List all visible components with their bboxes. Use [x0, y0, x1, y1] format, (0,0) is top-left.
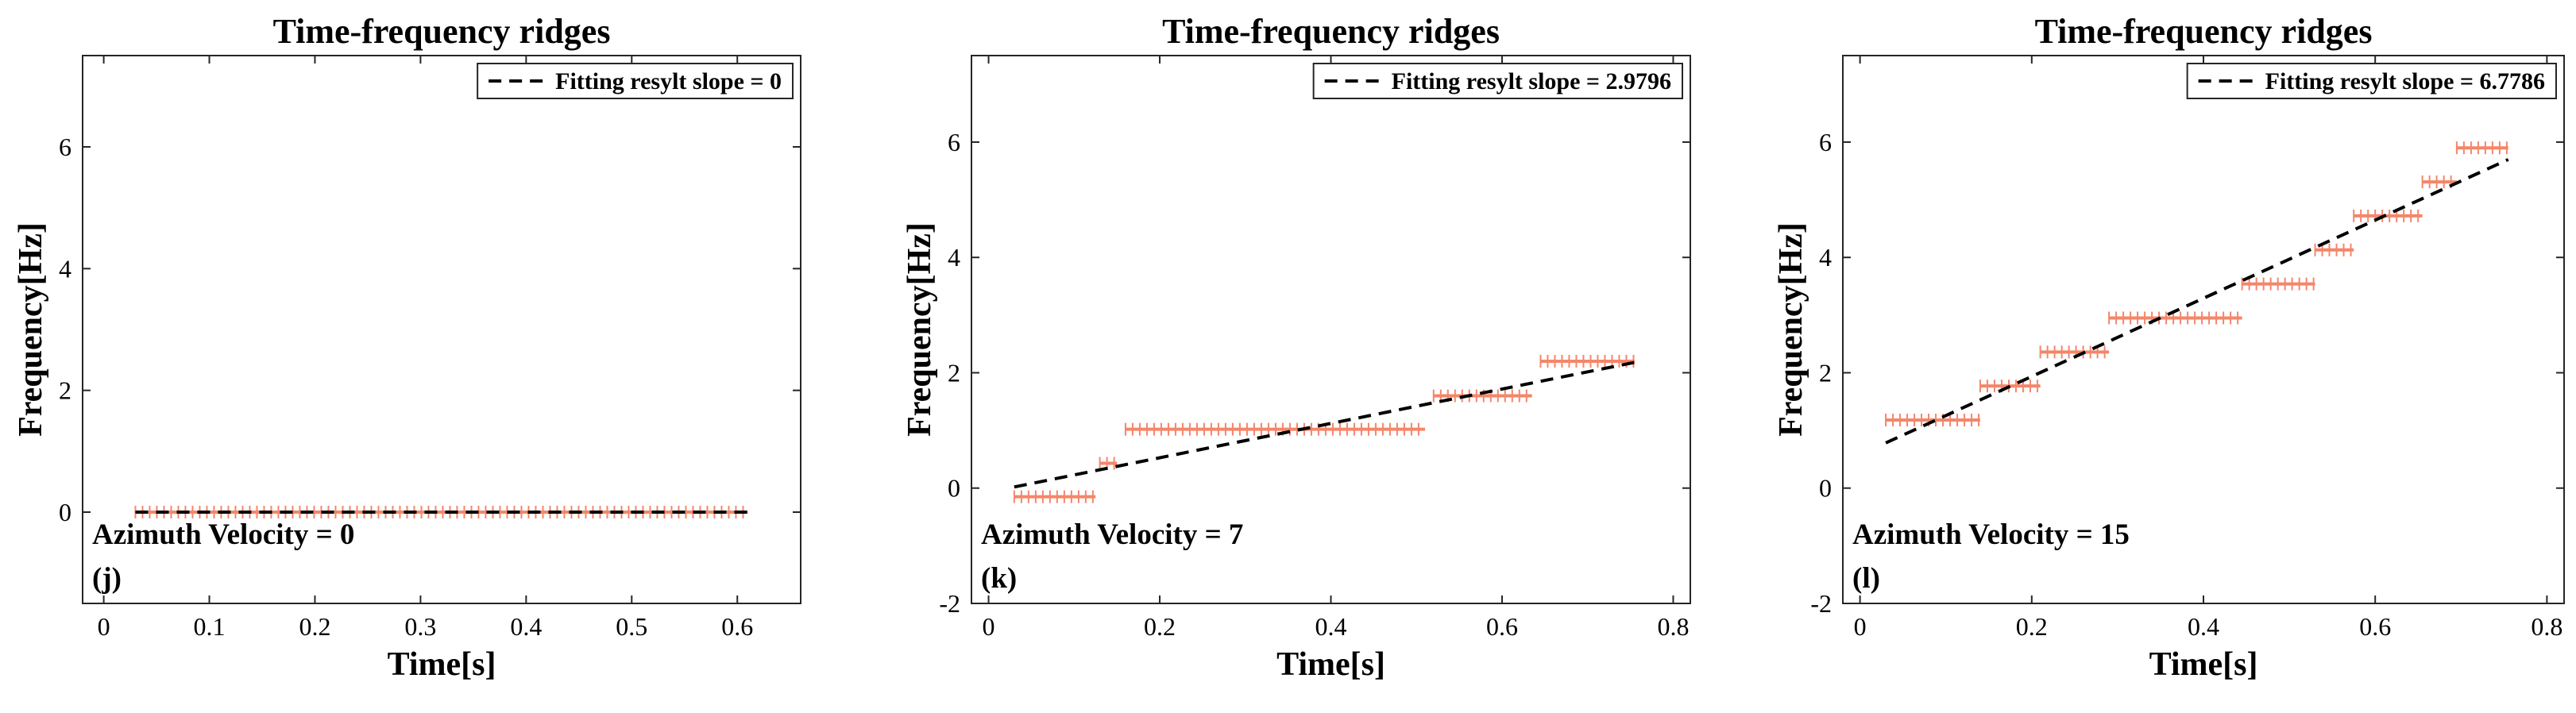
y-tick-label: 0 — [948, 474, 960, 503]
y-axis-label: Frequency[Hz] — [902, 222, 938, 437]
x-tick-label: 0 — [98, 612, 110, 641]
x-axis-label: Time[s] — [1276, 646, 1385, 683]
chart-panel-3: 0 0.2 0.4 0.6 0.8 -2 0 2 4 6 Time-frequency ridges… — [1773, 12, 2565, 683]
ridge-segment — [2314, 243, 2354, 256]
y-tick-label: 6 — [59, 133, 71, 161]
panel-label: (j) — [92, 562, 122, 595]
x-tick-label: 0.2 — [299, 612, 330, 641]
velocity-annotation: Azimuth Velocity = 0 — [92, 518, 354, 551]
legend: Fitting resylt slope = 6.7786 — [2186, 63, 2557, 99]
y-tick-label: 4 — [59, 254, 71, 283]
ridge-segment — [2353, 209, 2423, 222]
y-tick-label: 0 — [1819, 474, 1832, 503]
x-axis-label: Time[s] — [2149, 646, 2258, 683]
x-tick-label: 0 — [983, 612, 995, 641]
legend-label: Fitting resylt slope = 2.9796 — [1392, 68, 1671, 94]
x-tick-label: 0.3 — [404, 612, 436, 641]
x-tick-label: 0.1 — [194, 612, 226, 641]
y-tick-label: 6 — [948, 128, 960, 156]
x-axis-label: Time[s] — [388, 646, 496, 683]
chart-panel-1: 0 0.1 0.2 0.3 0.4 0.5 0.6 0 2 4 6 Time-frequency ri… — [13, 12, 801, 683]
y-tick-label: -2 — [1810, 589, 1832, 618]
ridge-segment — [2421, 175, 2457, 189]
x-tick-label: 0.6 — [1486, 612, 1518, 641]
y-tick-label: 2 — [59, 376, 71, 405]
x-tick-label: 0.2 — [1144, 612, 1176, 641]
x-tick-label: 0.2 — [2016, 612, 2048, 641]
chart-title: Time-frequency ridges — [1162, 12, 1500, 51]
velocity-annotation: Azimuth Velocity = 15 — [1852, 518, 2130, 551]
x-tick-label: 0.8 — [1657, 612, 1689, 641]
fit-line — [1885, 158, 2509, 445]
x-tick-label: 0.8 — [2531, 612, 2562, 641]
y-axis-label: Frequency[Hz] — [13, 222, 49, 437]
panel-label: (l) — [1852, 562, 1880, 595]
y-tick-label: -2 — [939, 589, 960, 618]
legend: Fitting resylt slope = 0 — [477, 63, 794, 99]
x-tick-label: 0 — [1854, 612, 1867, 641]
x-tick-label: 0.4 — [1315, 612, 1347, 641]
ridge-segment — [2108, 311, 2242, 325]
ridge-segment — [1539, 354, 1635, 368]
chart-panel-2: 0 0.2 0.4 0.6 0.8 -2 0 2 4 6 Time-frequency ridges… — [902, 12, 1691, 683]
y-tick-label: 2 — [1819, 358, 1832, 387]
fit-line — [1014, 360, 1636, 489]
y-tick-label: 4 — [948, 243, 960, 272]
legend-label: Fitting resylt slope = 0 — [555, 68, 782, 94]
y-tick-label: 2 — [948, 358, 960, 387]
y-tick-label: 6 — [1819, 128, 1832, 156]
axes-frame — [82, 55, 801, 604]
legend: Fitting resylt slope = 2.9796 — [1312, 63, 1683, 99]
velocity-annotation: Azimuth Velocity = 7 — [981, 518, 1243, 551]
x-tick-label: 0.6 — [721, 612, 753, 641]
ridge-segment — [1979, 380, 2041, 393]
x-tick-label: 0.6 — [2359, 612, 2391, 641]
y-tick-label: 4 — [1819, 243, 1832, 272]
panel-label: (k) — [981, 562, 1017, 595]
ridge-segment — [1124, 422, 1426, 436]
ridge-segment — [2455, 141, 2508, 155]
ridge-segment — [1013, 490, 1096, 503]
legend-label: Fitting resylt slope = 6.7786 — [2265, 68, 2545, 94]
chart-title: Time-frequency ridges — [273, 12, 611, 51]
x-tick-label: 0.4 — [510, 612, 542, 641]
x-tick-label: 0.4 — [2188, 612, 2219, 641]
y-tick-label: 0 — [59, 498, 71, 526]
y-axis-label: Frequency[Hz] — [1773, 222, 1809, 437]
x-tick-label: 0.5 — [616, 612, 647, 641]
chart-title: Time-frequency ridges — [2035, 12, 2373, 51]
ridge-segment — [2241, 277, 2315, 291]
